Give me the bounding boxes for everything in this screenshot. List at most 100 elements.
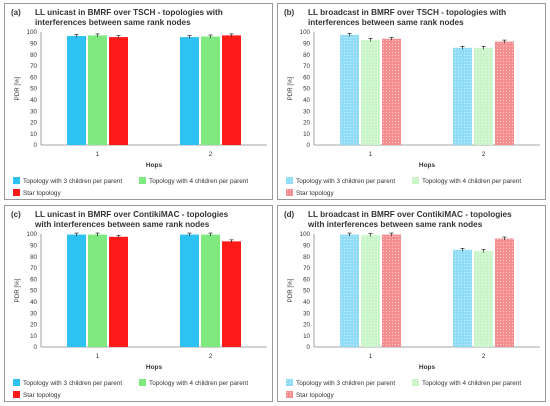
chart-title: with interferences between same rank nod… xyxy=(307,220,483,229)
legend-swatch xyxy=(286,177,293,184)
y-tick-label: 70 xyxy=(30,265,37,272)
y-tick-label: 80 xyxy=(303,52,310,59)
x-tick-label: 1 xyxy=(369,151,373,158)
legend-entry: Topology with 3 children per parent xyxy=(296,380,395,387)
x-axis-label: Hops xyxy=(419,364,436,371)
x-axis-label: Hops xyxy=(146,364,163,371)
legend-entry: Topology with 4 children per parent xyxy=(422,178,521,185)
bar-series3-hop2 xyxy=(495,41,514,146)
y-tick-label: 10 xyxy=(30,131,37,138)
legend-swatch xyxy=(286,189,293,196)
bar-series3-hop1 xyxy=(382,38,401,145)
y-tick-label: 30 xyxy=(30,108,37,115)
bar-series1-hop1 xyxy=(67,35,86,145)
y-tick-label: 90 xyxy=(30,41,37,48)
chart-svg: (d) LL broadcast in BMRF over ContikiMAC … xyxy=(284,210,540,399)
legend-swatch xyxy=(139,379,146,386)
bar-series2-hop1 xyxy=(361,235,380,347)
y-tick-label: 90 xyxy=(303,243,310,250)
y-tick-label: 10 xyxy=(303,131,310,138)
legend-swatch xyxy=(412,177,419,184)
legend-swatch xyxy=(13,189,20,196)
chart-title: with interferences between same rank nod… xyxy=(34,220,210,229)
legend-entry: Topology with 4 children per parent xyxy=(149,380,248,387)
chart-panel-d: (d) LL broadcast in BMRF over ContikiMAC … xyxy=(277,205,546,402)
legend-entry: Topology with 3 children per parent xyxy=(23,380,122,387)
chart-panel-a: (a) LL unicast in BMRF over TSCH - topolo… xyxy=(4,3,273,200)
bar-series3-hop1 xyxy=(382,234,401,347)
y-tick-label: 0 xyxy=(34,344,38,351)
y-tick-label: 50 xyxy=(30,86,37,93)
bar-series2-hop1 xyxy=(361,39,380,145)
y-tick-label: 50 xyxy=(303,86,310,93)
x-tick-label: 2 xyxy=(482,353,486,360)
y-tick-label: 70 xyxy=(303,265,310,272)
y-tick-label: 20 xyxy=(30,120,37,127)
y-axis-label: PDR [%] xyxy=(287,278,294,302)
y-tick-label: 40 xyxy=(30,299,37,306)
bar-series1-hop2 xyxy=(180,234,199,347)
bar-series3-hop2 xyxy=(495,238,514,347)
y-tick-label: 90 xyxy=(30,243,37,250)
bar-series2-hop2 xyxy=(474,250,493,347)
y-tick-label: 70 xyxy=(30,63,37,70)
y-tick-label: 40 xyxy=(303,299,310,306)
y-tick-label: 50 xyxy=(303,288,310,295)
chart-title: interferences between same rank nodes xyxy=(308,18,464,27)
y-tick-label: 20 xyxy=(30,322,37,329)
bar-series1-hop1 xyxy=(340,234,359,347)
chart-panel-c: (c) LL unicast in BMRF over ContikiMAC - … xyxy=(4,205,273,402)
y-tick-label: 20 xyxy=(303,322,310,329)
y-tick-label: 100 xyxy=(27,231,38,238)
bar-series3-hop1 xyxy=(109,236,128,347)
y-tick-label: 10 xyxy=(303,333,310,340)
legend-swatch xyxy=(13,379,20,386)
panel-label: (a) xyxy=(11,8,21,17)
x-tick-label: 1 xyxy=(96,353,100,360)
bar-series2-hop1 xyxy=(88,35,107,145)
legend-entry: Star topology xyxy=(296,190,334,197)
bar-series3-hop2 xyxy=(222,35,241,145)
legend-swatch xyxy=(13,391,20,398)
bar-series1-hop2 xyxy=(453,249,472,347)
panel-label: (c) xyxy=(11,210,21,219)
y-tick-label: 30 xyxy=(303,310,310,317)
legend-swatch xyxy=(286,391,293,398)
bar-series1-hop2 xyxy=(180,37,199,145)
chart-title: interferences between same rank nodes xyxy=(35,18,191,27)
x-tick-label: 1 xyxy=(369,353,373,360)
legend-swatch xyxy=(13,177,20,184)
legend-entry: Topology with 4 children per parent xyxy=(149,178,248,185)
y-tick-label: 60 xyxy=(30,74,37,81)
chart-title: LL broadcast in BMRF over TSCH - topolog… xyxy=(308,8,506,17)
bar-series1-hop1 xyxy=(67,234,86,347)
y-tick-label: 30 xyxy=(303,108,310,115)
bar-series2-hop2 xyxy=(474,47,493,145)
chart-title: LL unicast in BMRF over TSCH - topologie… xyxy=(35,8,223,17)
chart-title: LL unicast in BMRF over ContikiMAC - top… xyxy=(35,210,229,219)
y-tick-label: 0 xyxy=(307,344,311,351)
chart-svg: (b) LL broadcast in BMRF over TSCH - topo… xyxy=(284,8,540,197)
y-tick-label: 20 xyxy=(303,120,310,127)
x-tick-label: 1 xyxy=(96,151,100,158)
legend-swatch xyxy=(412,379,419,386)
legend-swatch xyxy=(139,177,146,184)
chart-panel-b: (b) LL broadcast in BMRF over TSCH - topo… xyxy=(277,3,546,200)
y-tick-label: 0 xyxy=(34,142,38,149)
y-tick-label: 40 xyxy=(303,97,310,104)
x-tick-label: 2 xyxy=(209,353,213,360)
y-tick-label: 80 xyxy=(30,254,37,261)
chart-svg: (c) LL unicast in BMRF over ContikiMAC - … xyxy=(11,210,267,399)
legend-entry: Star topology xyxy=(23,190,61,197)
chart-svg: (a) LL unicast in BMRF over TSCH - topolo… xyxy=(11,8,267,197)
y-axis-label: PDR [%] xyxy=(14,76,21,100)
y-axis-label: PDR [%] xyxy=(287,76,294,100)
x-tick-label: 2 xyxy=(209,151,213,158)
y-tick-label: 100 xyxy=(300,29,311,36)
y-tick-label: 50 xyxy=(30,288,37,295)
panel-label: (d) xyxy=(284,210,295,219)
y-tick-label: 10 xyxy=(30,333,37,340)
bar-series3-hop2 xyxy=(222,241,241,347)
bar-series2-hop1 xyxy=(88,234,107,347)
